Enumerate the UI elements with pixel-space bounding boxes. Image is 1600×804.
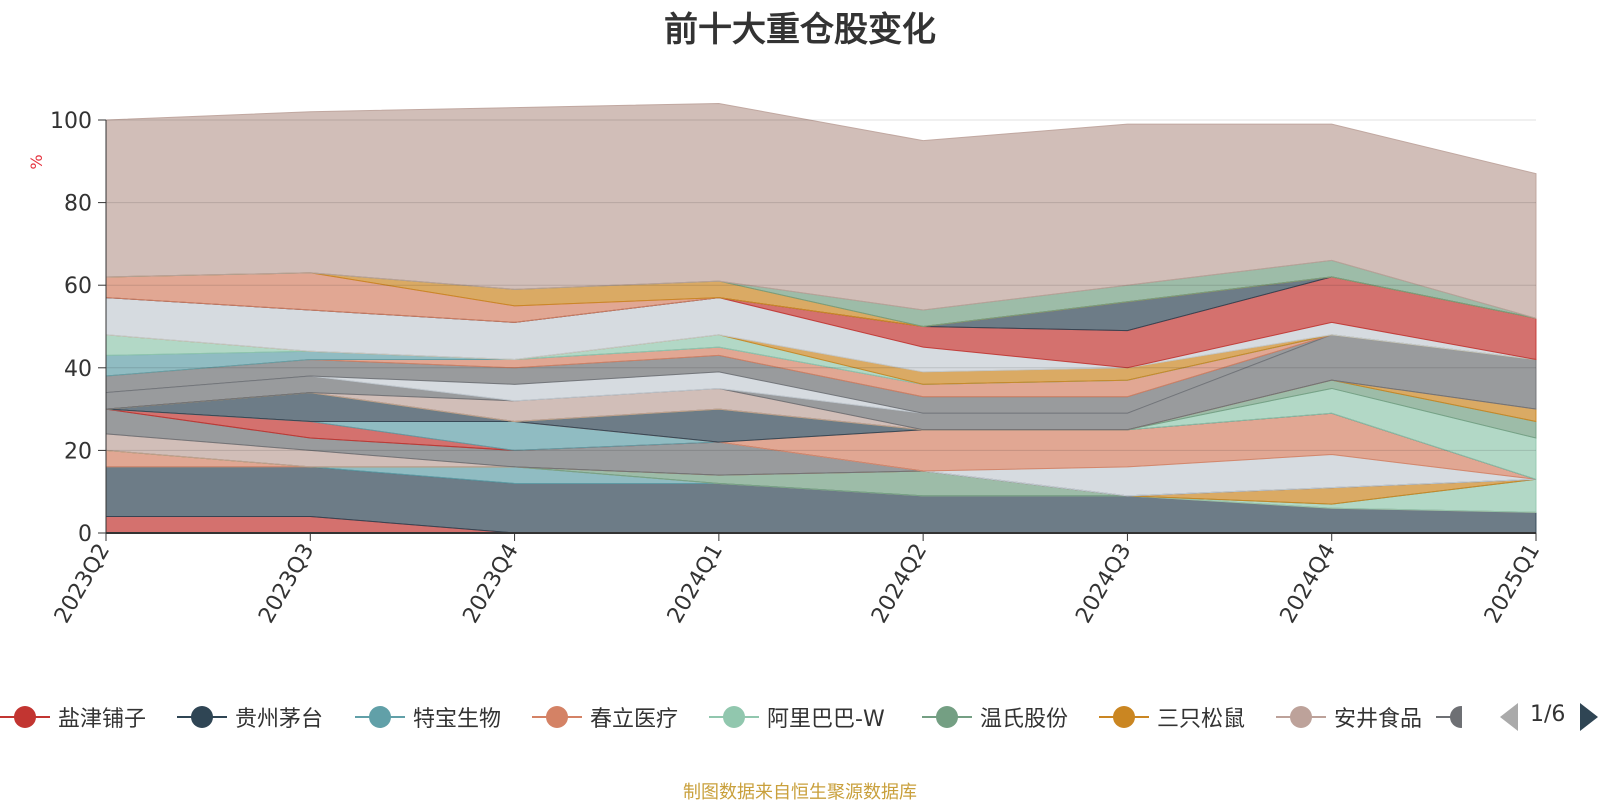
y-axis-label: % [27,154,46,169]
legend-pager: 1/6 [1500,700,1600,734]
legend-symbol [177,700,227,734]
legend-symbol [922,700,972,734]
legend-prev-page-button[interactable] [1500,703,1518,731]
x-tick-label: 2023Q4 [458,540,523,628]
x-tick-label: 2024Q4 [1276,540,1341,628]
legend-item[interactable]: 阿里巴巴-W [709,700,885,734]
legend-label: 安井食品 [1334,707,1423,732]
legend-symbol [355,700,405,734]
legend-symbol [1276,700,1326,734]
x-tick-label: 2024Q2 [867,540,932,628]
legend-item[interactable]: 安井食品 [1276,700,1422,734]
legend-page-indicator: 1/6 [1530,702,1566,727]
y-tick-label: 40 [64,357,92,382]
y-tick-label: 80 [64,192,92,217]
y-tick-label: 60 [64,274,92,299]
x-tick-label: 2023Q2 [50,540,115,628]
legend-item[interactable]: 三只松鼠 [1099,700,1245,734]
x-tick-label: 2023Q3 [254,540,319,628]
legend-symbol [709,700,759,734]
legend-label: 贵州茅台 [235,707,324,732]
legend-symbol [1099,700,1149,734]
chart-title: 前十大重仓股变化 [664,10,936,50]
x-tick-label: 2025Q1 [1480,540,1545,628]
area-series-31 [105,102,1537,319]
y-tick-label: 0 [78,522,92,547]
legend-overflow-item [1436,700,1482,734]
legend-item[interactable]: 贵州茅台 [177,700,323,734]
x-tick-label: 2024Q3 [1071,540,1136,628]
legend-label: 三只松鼠 [1157,707,1246,732]
legend-symbol [0,700,50,734]
legend-item[interactable]: 温氏股份 [922,700,1068,734]
legend-symbol [532,700,582,734]
legend: 盐津铺子 贵州茅台 特宝生物 春立医疗 阿里巴巴-W 温氏股份 三只松鼠 安井食品 [0,700,1600,734]
legend-next-page-button[interactable] [1580,703,1598,731]
legend-item[interactable]: 特宝生物 [355,700,501,734]
legend-label: 阿里巴巴-W [767,707,885,732]
source-note: 制图数据来自恒生聚源数据库 [683,782,917,803]
legend-label: 温氏股份 [980,707,1069,732]
legend-label: 特宝生物 [413,707,502,732]
legend-item[interactable]: 盐津铺子 [0,700,146,734]
y-tick-label: 20 [64,439,92,464]
area-series-layer [105,102,1537,534]
y-tick-label: 100 [50,109,92,134]
x-tick-label: 2024Q1 [663,540,728,628]
legend-label: 春立医疗 [590,707,679,732]
legend-item[interactable]: 春立医疗 [532,700,678,734]
legend-label: 盐津铺子 [58,707,147,732]
